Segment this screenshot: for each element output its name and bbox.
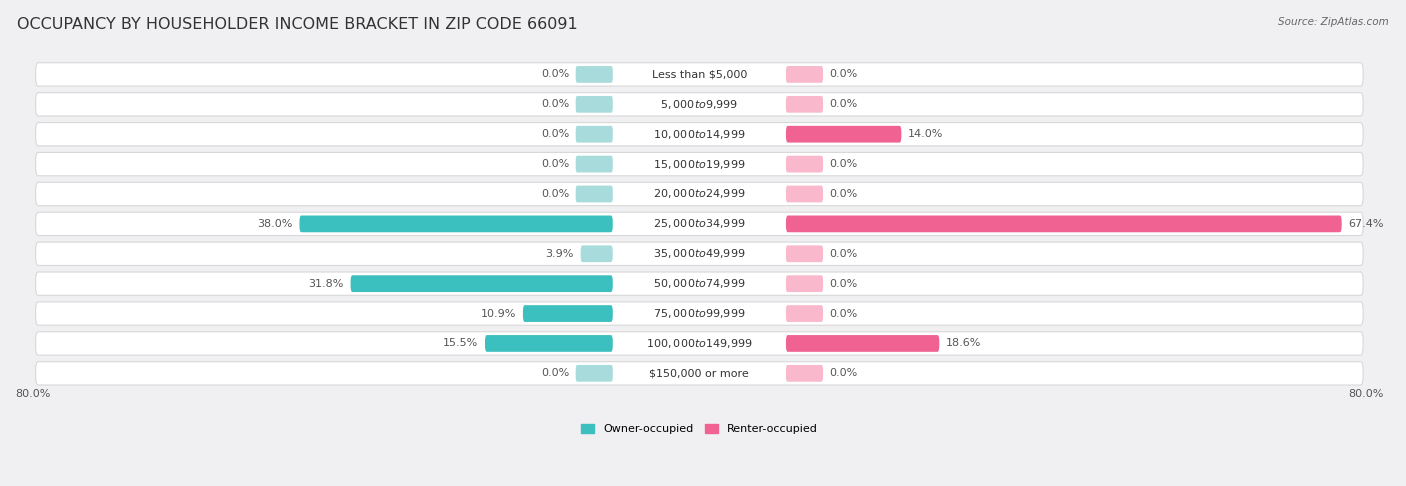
FancyBboxPatch shape	[786, 186, 823, 202]
Text: $5,000 to $9,999: $5,000 to $9,999	[661, 98, 738, 111]
Text: $150,000 or more: $150,000 or more	[650, 368, 749, 378]
Text: 0.0%: 0.0%	[830, 69, 858, 79]
Text: Source: ZipAtlas.com: Source: ZipAtlas.com	[1278, 17, 1389, 27]
FancyBboxPatch shape	[575, 96, 613, 113]
FancyBboxPatch shape	[786, 126, 901, 142]
FancyBboxPatch shape	[575, 186, 613, 202]
FancyBboxPatch shape	[786, 365, 823, 382]
FancyBboxPatch shape	[35, 182, 1362, 206]
FancyBboxPatch shape	[786, 66, 823, 83]
FancyBboxPatch shape	[575, 126, 613, 142]
Text: 3.9%: 3.9%	[546, 249, 574, 259]
Text: 67.4%: 67.4%	[1348, 219, 1384, 229]
Text: $75,000 to $99,999: $75,000 to $99,999	[654, 307, 745, 320]
Text: 0.0%: 0.0%	[830, 159, 858, 169]
Text: 0.0%: 0.0%	[830, 189, 858, 199]
Text: 15.5%: 15.5%	[443, 338, 478, 348]
FancyBboxPatch shape	[786, 156, 823, 173]
FancyBboxPatch shape	[523, 305, 613, 322]
FancyBboxPatch shape	[35, 302, 1362, 325]
FancyBboxPatch shape	[35, 63, 1362, 86]
Text: 80.0%: 80.0%	[15, 389, 51, 399]
FancyBboxPatch shape	[786, 245, 823, 262]
Text: $10,000 to $14,999: $10,000 to $14,999	[654, 128, 745, 141]
FancyBboxPatch shape	[786, 335, 939, 352]
FancyBboxPatch shape	[299, 215, 613, 232]
FancyBboxPatch shape	[786, 275, 823, 292]
FancyBboxPatch shape	[575, 66, 613, 83]
Text: 0.0%: 0.0%	[541, 368, 569, 378]
Text: 14.0%: 14.0%	[908, 129, 943, 139]
FancyBboxPatch shape	[35, 242, 1362, 265]
FancyBboxPatch shape	[35, 153, 1362, 176]
Text: 0.0%: 0.0%	[830, 309, 858, 318]
FancyBboxPatch shape	[575, 156, 613, 173]
Text: Less than $5,000: Less than $5,000	[651, 69, 747, 79]
Legend: Owner-occupied, Renter-occupied: Owner-occupied, Renter-occupied	[576, 419, 823, 439]
Text: 0.0%: 0.0%	[830, 368, 858, 378]
Text: 0.0%: 0.0%	[830, 249, 858, 259]
FancyBboxPatch shape	[575, 365, 613, 382]
Text: 0.0%: 0.0%	[541, 159, 569, 169]
FancyBboxPatch shape	[350, 275, 613, 292]
Text: $100,000 to $149,999: $100,000 to $149,999	[645, 337, 752, 350]
FancyBboxPatch shape	[35, 272, 1362, 295]
FancyBboxPatch shape	[786, 215, 1341, 232]
Text: 0.0%: 0.0%	[541, 99, 569, 109]
FancyBboxPatch shape	[581, 245, 613, 262]
Text: 10.9%: 10.9%	[481, 309, 516, 318]
Text: $50,000 to $74,999: $50,000 to $74,999	[654, 277, 745, 290]
Text: OCCUPANCY BY HOUSEHOLDER INCOME BRACKET IN ZIP CODE 66091: OCCUPANCY BY HOUSEHOLDER INCOME BRACKET …	[17, 17, 578, 32]
FancyBboxPatch shape	[35, 362, 1362, 385]
Text: 0.0%: 0.0%	[541, 129, 569, 139]
Text: 0.0%: 0.0%	[830, 99, 858, 109]
FancyBboxPatch shape	[786, 96, 823, 113]
Text: $35,000 to $49,999: $35,000 to $49,999	[654, 247, 745, 260]
Text: 31.8%: 31.8%	[308, 278, 344, 289]
FancyBboxPatch shape	[35, 212, 1362, 236]
Text: 0.0%: 0.0%	[541, 69, 569, 79]
Text: $20,000 to $24,999: $20,000 to $24,999	[654, 188, 745, 201]
FancyBboxPatch shape	[786, 305, 823, 322]
Text: 0.0%: 0.0%	[541, 189, 569, 199]
Text: $15,000 to $19,999: $15,000 to $19,999	[654, 157, 745, 171]
FancyBboxPatch shape	[485, 335, 613, 352]
FancyBboxPatch shape	[35, 332, 1362, 355]
Text: 80.0%: 80.0%	[1348, 389, 1384, 399]
Text: 18.6%: 18.6%	[946, 338, 981, 348]
Text: $25,000 to $34,999: $25,000 to $34,999	[654, 217, 745, 230]
FancyBboxPatch shape	[35, 122, 1362, 146]
FancyBboxPatch shape	[35, 93, 1362, 116]
Text: 38.0%: 38.0%	[257, 219, 292, 229]
Text: 0.0%: 0.0%	[830, 278, 858, 289]
